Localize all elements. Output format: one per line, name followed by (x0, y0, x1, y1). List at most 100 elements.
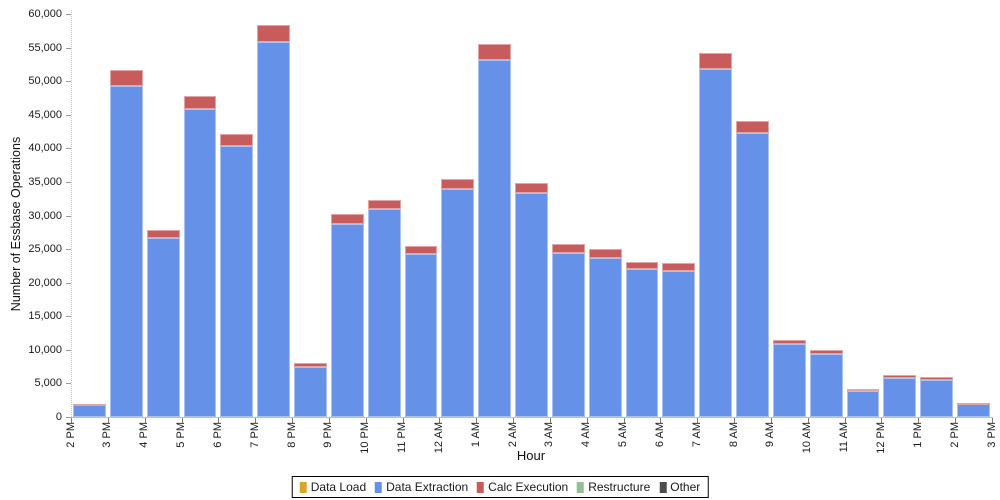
x-tick-mark (549, 418, 551, 423)
bar-10-am-data-extraction (809, 353, 843, 417)
bar-8-pm-data-extraction (294, 367, 327, 417)
x-tick-mark (513, 418, 515, 423)
x-tick-label: 1 PM (911, 422, 924, 448)
y-tick-mark (66, 282, 71, 284)
legend-label: Calc Execution (488, 479, 569, 494)
y-tick-mark (66, 383, 71, 385)
x-tick-mark (255, 418, 257, 423)
bar-11-pm-data-extraction (404, 253, 438, 417)
x-axis-line (71, 417, 993, 418)
calc-execution-swatch-icon (477, 481, 485, 493)
y-tick-label: 40,000 (28, 142, 62, 155)
x-tick-label: 6 AM (653, 422, 666, 448)
bar-6-pm-data-extraction (220, 146, 254, 417)
x-tick-label: 4 PM (138, 422, 151, 448)
legend-item-data-load: Data Load (299, 480, 366, 494)
y-tick-label: 30,000 (28, 209, 62, 222)
x-tick-mark (586, 418, 588, 423)
bar-10-am-calc-execution (809, 349, 843, 354)
x-tick-label: 6 PM (211, 422, 224, 448)
x-tick-mark (107, 418, 109, 423)
x-tick-label: 3 PM (985, 422, 998, 448)
legend-item-calc-execution: Calc Execution (477, 479, 569, 494)
x-tick-label: 4 AM (580, 422, 593, 448)
y-tick-mark (66, 114, 71, 116)
y-tick-mark (66, 349, 71, 351)
y-tick-label: 20,000 (28, 276, 62, 289)
bar-11-am-data-extraction (846, 390, 880, 417)
x-tick-mark (918, 418, 920, 423)
x-tick-mark (660, 418, 662, 423)
x-tick-label: 11 AM (838, 422, 851, 453)
bar-8-am-calc-execution (736, 121, 769, 133)
x-tick-mark (476, 418, 478, 423)
x-tick-label: 11 PM (396, 422, 409, 453)
y-tick-label: 5,000 (34, 377, 62, 390)
legend-label: Restructure (588, 479, 651, 494)
legend-label: Other (670, 479, 701, 494)
y-tick-mark (66, 249, 71, 251)
legend-label: Data Extraction (386, 479, 469, 494)
bar-2-am-calc-execution (515, 182, 548, 193)
bar-2-pm-data-extraction (957, 403, 990, 417)
legend-item-restructure: Restructure (577, 479, 651, 494)
bar-6-am-calc-execution (662, 263, 696, 271)
x-tick-mark (292, 418, 294, 423)
x-tick-label: 9 PM (322, 422, 335, 448)
x-tick-label: 10 AM (801, 422, 814, 454)
x-tick-label: 8 PM (285, 422, 298, 448)
x-tick-mark (218, 418, 220, 423)
x-tick-label: 2 PM (64, 422, 77, 448)
bar-2-am-data-extraction (515, 192, 548, 417)
y-tick-mark (66, 316, 71, 318)
x-tick-mark (881, 418, 883, 423)
y-axis-title: Number of Essbase Operations (9, 136, 23, 312)
bar-4-pm-data-extraction (146, 237, 180, 417)
x-tick-label: 5 PM (175, 422, 188, 448)
bar-10-pm-data-extraction (367, 208, 401, 417)
x-tick-mark (697, 418, 699, 423)
x-tick-label: 12 AM (432, 422, 445, 454)
bar-1-pm-data-extraction (920, 380, 954, 417)
x-tick-mark (402, 418, 404, 423)
bar-9-am-calc-execution (772, 340, 806, 344)
bar-3-pm-data-extraction (109, 85, 143, 417)
legend-item-other: Other (659, 479, 701, 494)
bar-6-pm-calc-execution (220, 134, 254, 147)
legend-item-data-extraction: Data Extraction (375, 479, 469, 494)
y-tick-label: 55,000 (28, 41, 62, 54)
y-tick-label: 10,000 (28, 343, 62, 356)
x-tick-mark (807, 418, 809, 423)
x-tick-mark (181, 418, 183, 423)
bar-2-pm-data-extraction (73, 404, 106, 417)
bar-8-pm-calc-execution (294, 363, 327, 368)
y-tick-label: 25,000 (28, 243, 62, 256)
bar-12-am-calc-execution (441, 179, 475, 190)
y-tick-mark (66, 181, 71, 183)
y-tick-label: 45,000 (28, 108, 62, 121)
bar-12-pm-data-extraction (883, 378, 917, 417)
x-tick-label: 12 PM (874, 422, 887, 454)
bar-12-am-data-extraction (441, 189, 475, 417)
y-axis-line (71, 10, 72, 417)
bar-12-pm-calc-execution (883, 374, 917, 379)
y-tick-label: 60,000 (28, 8, 62, 20)
x-tick-label: 3 PM (101, 422, 114, 448)
x-tick-mark (439, 418, 441, 423)
restructure-swatch-icon (577, 481, 585, 493)
x-tick-label: 3 AM (543, 422, 556, 448)
bar-8-am-data-extraction (736, 132, 769, 417)
bar-4-am-calc-execution (588, 249, 622, 258)
bar-6-am-data-extraction (662, 270, 696, 417)
bar-5-pm-data-extraction (183, 109, 217, 417)
y-tick-label: 50,000 (28, 75, 62, 88)
bar-5-am-data-extraction (625, 268, 659, 417)
bar-3-pm-calc-execution (109, 69, 143, 86)
bar-2-pm-calc-execution (957, 402, 990, 405)
bar-2-pm-calc-execution (73, 403, 106, 406)
bar-1-pm-calc-execution (920, 377, 954, 381)
bar-3-am-calc-execution (551, 243, 585, 254)
bar-4-pm-calc-execution (146, 230, 180, 238)
bar-9-pm-data-extraction (330, 224, 364, 417)
